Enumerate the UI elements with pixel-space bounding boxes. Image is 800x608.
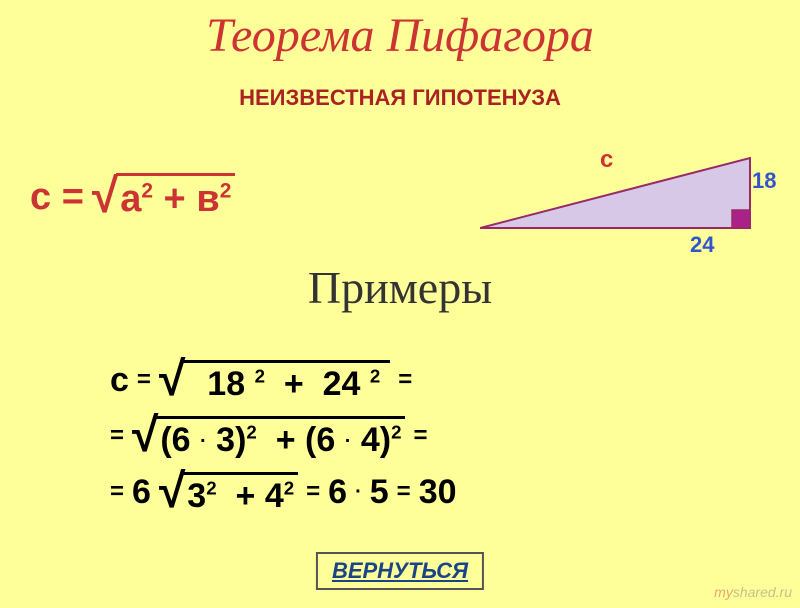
radicand-l2: (6 · 3)2 + (6 · 4)2 [156,416,405,460]
eq-icon: = [397,478,411,506]
radical-l3: √ 32 + 42 [159,468,298,516]
label-b-value: 24 [690,232,714,257]
l2-p4: 4) [361,421,391,459]
triangle-figure: с 18 24 [480,128,780,258]
formula-lhs: c = [30,176,84,219]
examples-heading: Примеры [0,261,800,314]
dot-icon: · [200,431,207,453]
page-title: Теорема Пифагора [0,8,800,63]
radical-sign-icon: √ [159,468,185,516]
eq-icon: = [398,366,412,394]
l3-five: 5 [370,473,389,512]
exp-a: 2 [141,179,153,202]
l3-b: 4 [265,477,284,515]
term-b: в [196,178,219,220]
watermark: myshared.ru [714,584,792,600]
radicand-l3: 32 + 42 [183,472,298,516]
l2-p1: (6 [160,421,190,459]
l3-six: 6 [328,473,347,512]
dot-icon: · [355,481,362,504]
l1-b: 24 [323,365,361,403]
calc-line-3: = 6 √ 32 + 42 = 6 · 5 = 30 [110,468,457,516]
eq-icon: = [137,366,151,394]
radical-l1: √ 18 2 + 24 2 [159,356,390,404]
l1-exp-a: 2 [255,366,265,387]
right-angle-icon [732,210,750,228]
calc-line-1: c = √ 18 2 + 24 2 = [110,356,412,404]
radicand: а2 + в2 [116,173,235,221]
l3-result: 30 [419,473,457,512]
l2-p3: (6 [305,421,335,459]
label-a-value: 18 [752,168,776,193]
radicand-l1: 18 2 + 24 2 [183,360,390,404]
exp-b: 2 [220,179,232,202]
back-link[interactable]: ВЕРНУТЬСЯ [332,558,468,583]
triangle-svg [480,128,780,258]
l1-c: c [110,361,129,400]
radical-sign-icon: √ [132,412,158,460]
subtitle: НЕИЗВЕСТНАЯ ГИПОТЕНУЗА [0,85,800,111]
l3-a: 3 [187,477,206,515]
calc-line-2: = √ (6 · 3)2 + (6 · 4)2 = [110,412,427,460]
l3-coef: 6 [132,473,151,512]
plus: + [153,178,196,220]
l2-e1: 2 [246,422,256,443]
triangle-shape [480,158,750,228]
l2-p2: 3) [216,421,246,459]
radical-sign-icon: √ [159,356,185,404]
eq-icon: = [110,422,124,450]
back-button[interactable]: ВЕРНУТЬСЯ [316,552,484,590]
l2-e2: 2 [391,422,401,443]
watermark-my: my [714,584,733,600]
eq-icon: = [306,478,320,506]
l1-exp-b: 2 [370,366,380,387]
radical: √ а2 + в2 [92,173,235,221]
watermark-rest: shared.ru [733,584,792,600]
label-c: с [600,146,613,174]
radical-l2: √ (6 · 3)2 + (6 · 4)2 [132,412,405,460]
hypotenuse-formula: c = √ а2 + в2 [30,173,235,221]
radical-sign-icon: √ [92,173,118,221]
l3-ea: 2 [206,478,216,499]
label-a: 18 [752,168,776,194]
term-a: а [120,178,141,220]
eq-icon: = [110,478,124,506]
eq-icon: = [413,422,427,450]
l1-a: 18 [207,365,245,403]
label-b: 24 [690,232,714,258]
dot-icon: · [345,431,352,453]
l3-eb: 2 [284,478,294,499]
